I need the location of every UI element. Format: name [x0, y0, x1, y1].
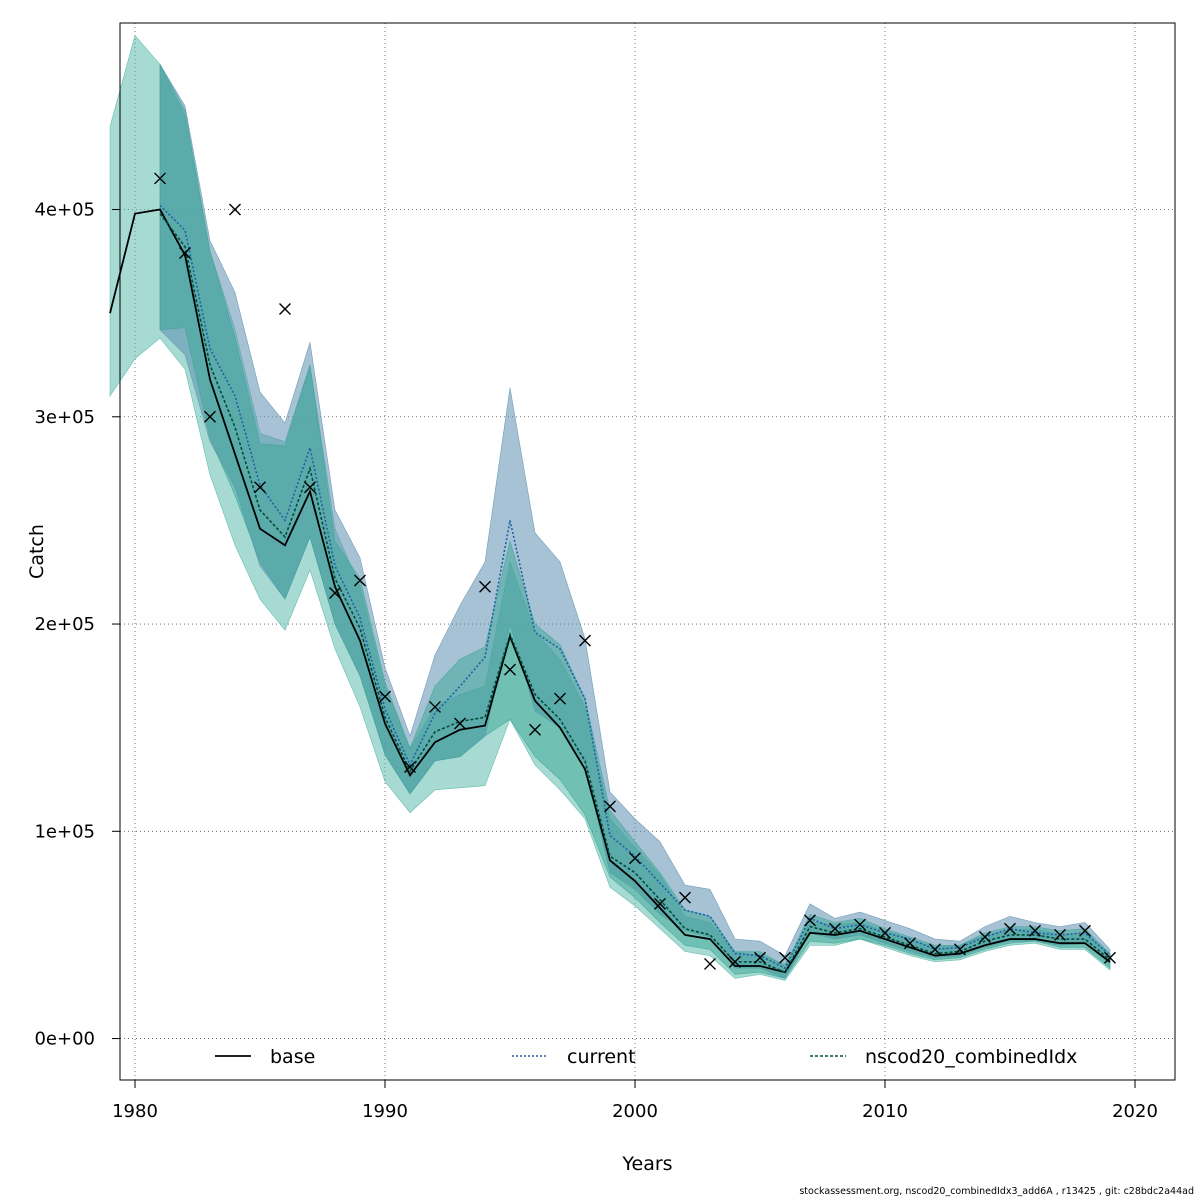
observed-point-2000: [629, 852, 641, 865]
legend-label-current: current: [567, 1046, 636, 1068]
observed-point-1983: [204, 410, 216, 423]
observed-point-2010: [879, 926, 891, 939]
y-tick-label-300000: 3e+05: [34, 407, 95, 428]
x-tick-label-2000: 2000: [612, 1101, 658, 1122]
observed-point-2007: [804, 914, 816, 927]
observed-point-1982: [179, 247, 191, 260]
line-base: [109, 208, 1111, 974]
observed-point-1999: [604, 800, 616, 813]
x-tick-label-1980: 1980: [112, 1101, 158, 1122]
y-axis-title: Catch: [26, 524, 48, 579]
observed-point-1998: [579, 634, 591, 647]
observed-point-1987: [304, 481, 316, 494]
observed-point-2004: [729, 955, 741, 968]
observed-point-2003: [704, 957, 716, 970]
observed-point-2018: [1079, 924, 1091, 937]
legend-label-nscod20_combinedIdx: nscod20_combinedIdx: [865, 1046, 1077, 1068]
footer-credit: stockassessment.org, nscod20_combinedIdx…: [799, 1186, 1194, 1197]
y-tick-label-400000: 4e+05: [34, 200, 95, 221]
y-tick-label-0: 0e+00: [34, 1029, 95, 1050]
observed-point-2013: [954, 943, 966, 956]
observed-point-1997: [554, 692, 566, 705]
observed-point-1991: [404, 761, 416, 774]
observed-point-2017: [1054, 928, 1066, 941]
legend-item-current: current: [512, 1046, 636, 1068]
grid: [120, 23, 1175, 1080]
observed-point-2011: [904, 937, 916, 950]
band-nscod20_combinedIdx: [159, 64, 1111, 979]
observed-point-1984: [229, 203, 241, 216]
legend-item-nscod20_combinedIdx: nscod20_combinedIdx: [810, 1046, 1077, 1068]
observed-point-1989: [354, 574, 366, 587]
observed-point-2001: [654, 897, 666, 910]
observed-point-1988: [329, 586, 341, 599]
observed-point-2016: [1029, 924, 1041, 937]
observed-point-1995: [504, 663, 516, 676]
line-nscod20_combinedIdx: [159, 213, 1111, 974]
observed-point-1985: [254, 481, 266, 494]
y-axis: 0e+00 1e+05 2e+05 3e+05 4e+05: [34, 200, 121, 1050]
observed-point-2012: [929, 943, 941, 956]
observed-point-1994: [479, 580, 491, 593]
observed-points: [154, 172, 1116, 970]
line-current: [159, 204, 1111, 970]
legend: base current nscod20_combinedIdx: [215, 1046, 1077, 1068]
x-axis-title: Years: [621, 1153, 672, 1175]
x-tick-label-2010: 2010: [862, 1101, 908, 1122]
observed-point-2019: [1104, 951, 1116, 964]
observed-point-2008: [829, 922, 841, 935]
observed-point-1986: [279, 303, 291, 316]
series-lines: [109, 204, 1111, 974]
observed-point-2009: [854, 918, 866, 931]
y-tick-label-200000: 2e+05: [34, 614, 95, 635]
observed-point-1990: [379, 690, 391, 703]
observed-point-2015: [1004, 922, 1016, 935]
x-tick-label-1990: 1990: [362, 1101, 408, 1122]
confidence-bands: [109, 34, 1111, 981]
x-axis: 1980 1990 2000 2010 2020: [112, 1079, 1158, 1122]
observed-point-1981: [154, 172, 166, 185]
x-tick-label-2020: 2020: [1112, 1101, 1158, 1122]
observed-point-1996: [529, 723, 541, 736]
observed-point-2005: [754, 951, 766, 964]
y-tick-label-100000: 1e+05: [34, 821, 95, 842]
observed-point-2006: [779, 951, 791, 964]
observed-point-1993: [454, 717, 466, 730]
observed-point-1992: [429, 700, 441, 713]
observed-point-2002: [679, 891, 691, 904]
observed-point-2014: [979, 930, 991, 943]
legend-label-base: base: [270, 1046, 315, 1068]
legend-item-base: base: [215, 1046, 315, 1068]
